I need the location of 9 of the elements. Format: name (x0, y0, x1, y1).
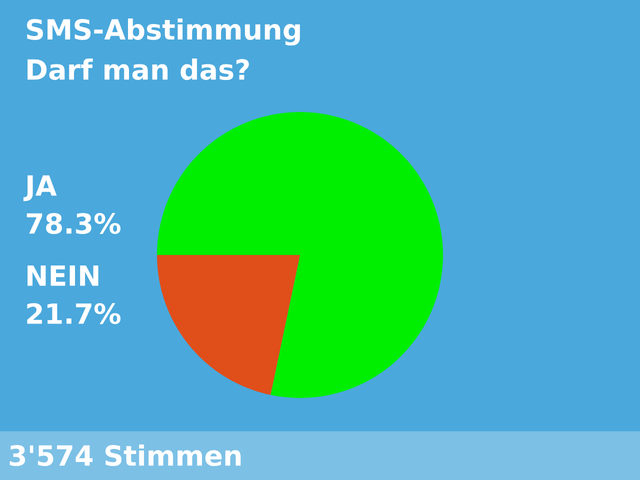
slice-label: JA (23, 175, 57, 202)
chart-subtitle: Darf man das? (28, 58, 249, 80)
chart-title: SMS-Abstimmung (26, 18, 300, 46)
pie-slice (157, 255, 300, 395)
slice-label: NEIN (28, 265, 98, 286)
text: 3'574 Stimmen (10, 444, 241, 466)
pie-slice (157, 112, 443, 398)
data-label: 78.3% (26, 212, 120, 234)
data-label: 21.7% (27, 303, 120, 324)
